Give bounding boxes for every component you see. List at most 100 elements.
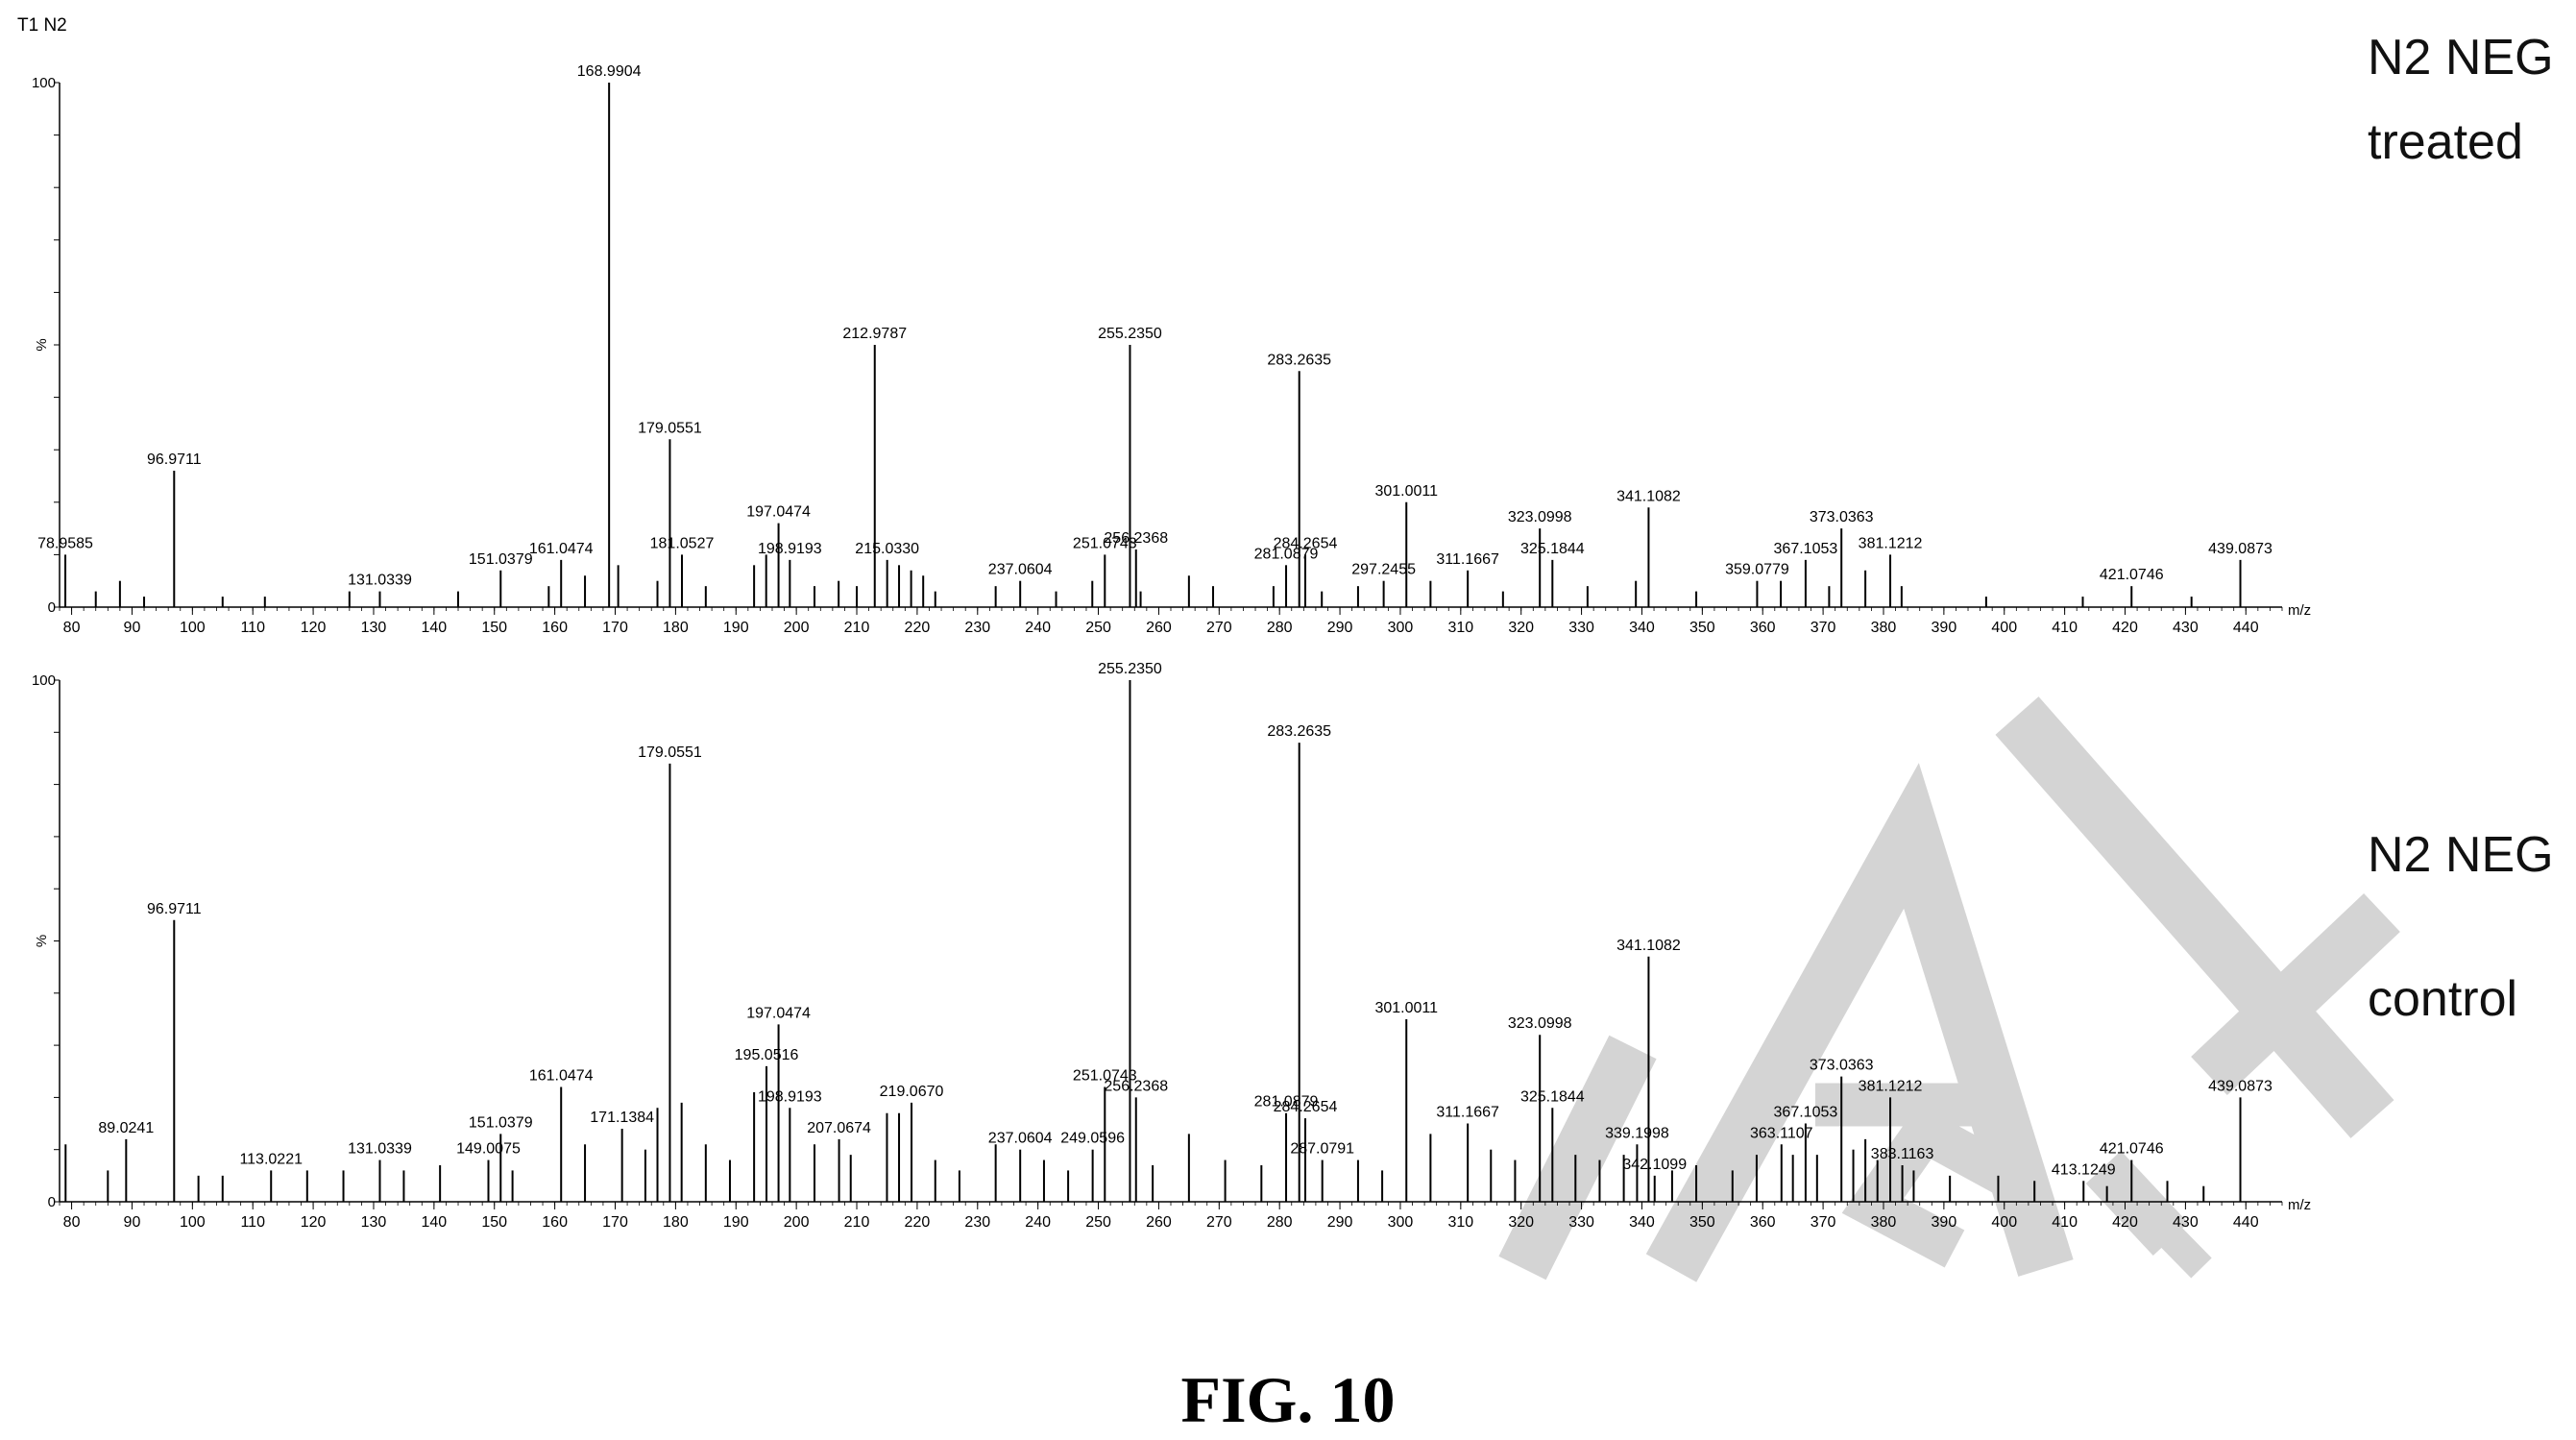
peak-label: 359.0779 [1725,562,1789,578]
peak-label: 237.0604 [988,1131,1053,1147]
bottom-label-line2: control [2368,971,2518,1027]
peak-label: 284.2654 [1274,1099,1338,1115]
x-tick-label: 360 [1750,1214,1776,1231]
x-tick-label: 390 [1932,620,1957,636]
x-tick-label: 430 [2173,620,2199,636]
spectrum-title: T1 N2 [17,15,67,36]
bottom-label-line1: N2 NEG [2368,827,2554,883]
peak-label: 151.0379 [469,1114,533,1131]
peak-label: 131.0339 [348,1141,412,1158]
watermark-stroke-4 [1498,1035,1657,1281]
y-tick-label: 100 [32,672,56,689]
x-tick-label: 220 [905,620,931,636]
x-tick-label: 270 [1206,620,1232,636]
peak-label: 287.0791 [1290,1141,1354,1158]
x-tick-label: 400 [1991,620,2017,636]
x-axis-label: m/z [2288,602,2311,619]
y-tick-label: 100 [32,75,56,91]
peak-label: 78.9585 [37,535,93,551]
peak-label: 113.0221 [239,1151,303,1167]
peak-label: 421.0746 [2100,567,2164,583]
peak-label: 381.1212 [1859,1078,1923,1094]
peak-label: 255.2350 [1098,326,1162,342]
x-tick-label: 110 [240,620,265,636]
peak-label: 161.0474 [529,1068,594,1085]
peak-label: 373.0363 [1810,1058,1874,1074]
x-tick-label: 310 [1447,620,1473,636]
x-tick-label: 180 [663,620,689,636]
x-tick-label: 150 [481,620,507,636]
x-tick-label: 260 [1146,620,1172,636]
figure-caption: FIG. 10 [1180,1363,1396,1436]
peak-label: 198.9193 [758,541,822,557]
x-tick-label: 360 [1750,620,1776,636]
x-tick-label: 80 [63,1214,81,1231]
peak-label: 367.1053 [1774,1105,1838,1121]
x-tick-label: 330 [1568,620,1594,636]
x-tick-label: 120 [301,620,327,636]
x-tick-label: 400 [1991,1214,2017,1231]
watermark [1498,696,2400,1282]
x-tick-label: 200 [784,1214,810,1231]
x-tick-label: 440 [2233,620,2259,636]
top-label-line2: treated [2368,114,2523,170]
peak-label: 256.2368 [1104,530,1168,547]
x-tick-label: 130 [361,620,387,636]
x-tick-label: 210 [844,1214,870,1231]
peak-label: 249.0596 [1060,1131,1125,1147]
x-tick-label: 380 [1871,620,1897,636]
x-tick-label: 260 [1146,1214,1172,1231]
peak-label: 131.0339 [348,573,412,589]
watermark-stroke-7 [1995,696,2394,1138]
top-label-line1: N2 NEG [2368,30,2554,85]
peak-label: 197.0474 [746,1005,811,1021]
y-tick-label: 0 [48,1194,56,1210]
peak-label: 311.1667 [1436,551,1499,568]
peak-label: 421.0746 [2100,1141,2164,1158]
peak-label: 96.9711 [147,901,202,917]
peak-label: 198.9193 [758,1088,822,1105]
x-tick-label: 90 [124,620,141,636]
peak-label: 149.0075 [456,1141,521,1158]
peak-label: 339.1998 [1605,1125,1669,1141]
x-tick-label: 200 [784,620,810,636]
x-tick-label: 340 [1629,1214,1655,1231]
x-tick-label: 350 [1689,1214,1715,1231]
x-tick-label: 290 [1327,620,1353,636]
x-tick-label: 270 [1206,1214,1232,1231]
x-tick-label: 440 [2233,1214,2259,1231]
x-tick-label: 320 [1508,620,1534,636]
x-tick-label: 170 [602,620,628,636]
peak-label: 439.0873 [2208,1078,2272,1094]
x-tick-label: 240 [1025,1214,1051,1231]
x-tick-label: 380 [1871,1214,1897,1231]
x-tick-label: 310 [1447,1214,1473,1231]
x-tick-label: 430 [2173,1214,2199,1231]
watermark-stroke-3 [1841,1104,2018,1268]
x-tick-label: 170 [602,1214,628,1231]
peak-label: 284.2654 [1274,535,1338,551]
peak-label: 325.1844 [1520,1088,1585,1105]
peak-label: 197.0474 [746,504,811,521]
peak-label: 237.0604 [988,562,1053,578]
x-tick-label: 330 [1568,1214,1594,1231]
watermark-stroke-2 [2139,1205,2212,1279]
peak-label: 179.0551 [638,420,702,436]
x-tick-label: 250 [1085,1214,1111,1231]
control-spectrum-plot: 0 100% 80 90 100 110 120 130 140 150 160 170 180 190 2… [32,661,2311,1231]
x-tick-label: 370 [1810,620,1836,636]
peak-label: 363.1107 [1750,1125,1813,1141]
peak-label: 342.1099 [1622,1157,1687,1173]
peak-label: 255.2350 [1098,661,1162,677]
peak-label: 181.0527 [650,535,715,551]
peak-label: 179.0551 [638,744,702,761]
peak-label: 323.0998 [1508,509,1572,525]
x-tick-label: 300 [1388,1214,1414,1231]
peak-label: 413.1249 [2052,1161,2116,1178]
x-tick-label: 140 [422,620,448,636]
x-tick-label: 280 [1267,620,1293,636]
x-tick-label: 350 [1689,620,1715,636]
x-tick-label: 300 [1388,620,1414,636]
x-tick-label: 90 [124,1214,141,1231]
